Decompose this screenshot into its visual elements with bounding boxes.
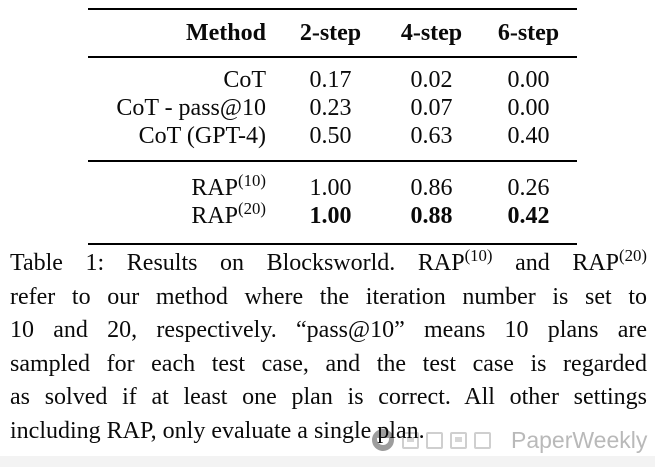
- caption-line: refer to our method where the iteration …: [10, 281, 647, 315]
- text-segment: including RAP, only evaluate a single pl…: [10, 417, 425, 444]
- value-cell: 1.00: [309, 175, 352, 201]
- caption-line: Table 1: Results on Blocksworld. RAP(10)…: [10, 247, 647, 281]
- table-row: CoT - pass@10 0.23 0.07 0.00: [88, 94, 577, 122]
- table-row: RAP(20) 1.00 0.88 0.42: [88, 198, 577, 230]
- watermark-glyph: [402, 431, 419, 449]
- results-table: Method 2-step 4-step 6-step CoT 0.17 0.0…: [88, 8, 577, 245]
- value-cell: 0.02: [410, 67, 453, 93]
- chat-logo-icon: [372, 429, 394, 451]
- table-row: RAP(10) 1.00 0.86 0.26: [88, 170, 577, 202]
- value-cell: 0.00: [507, 95, 550, 121]
- value-cell: 0.00: [507, 67, 550, 93]
- value-cell: 0.26: [507, 175, 550, 201]
- text-segment: and RAP: [492, 250, 620, 276]
- value-cell: 0.40: [507, 123, 550, 149]
- value-cell: 0.50: [309, 123, 352, 149]
- text-segment: sampled for each test case, and the test…: [10, 350, 647, 377]
- caption-line: including RAP, only evaluate a single pl…: [10, 415, 647, 449]
- screenshot-edge-strip: [0, 456, 655, 467]
- text-segment: 10 and 20, respectively. “pass@10” means…: [10, 317, 647, 343]
- value-cell: 0.63: [410, 123, 453, 149]
- table-mid-rule: [88, 56, 577, 58]
- value-cell: 0.88: [410, 203, 453, 229]
- table-row: CoT 0.17 0.02 0.00: [88, 66, 577, 94]
- text-segment: as solved if at least one plan is correc…: [10, 384, 647, 410]
- value-cell: 0.86: [410, 175, 453, 201]
- column-header-method: Method: [186, 19, 266, 46]
- method-cell: CoT: [88, 66, 278, 94]
- method-cell: CoT (GPT-4): [88, 122, 278, 150]
- value-cell: 1.00: [309, 203, 352, 229]
- table-group-baselines: CoT 0.17 0.02 0.00 CoT - pass@10 0.23 0.…: [88, 58, 577, 160]
- value-cell: 0.17: [309, 67, 352, 93]
- text-segment: RAP: [191, 203, 239, 229]
- text-segment: CoT - pass@10: [116, 95, 266, 121]
- table-group-rule: [88, 160, 577, 162]
- table-row: CoT (GPT-4) 0.50 0.63 0.40: [88, 122, 577, 150]
- watermark: PaperWeekly: [372, 427, 647, 453]
- value-cell: 0.42: [507, 203, 550, 229]
- text-segment: CoT (GPT-4): [138, 123, 266, 149]
- value-cell: 0.23: [309, 95, 352, 121]
- column-header-4step: 4-step: [400, 19, 463, 46]
- column-header-6step: 6-step: [497, 19, 560, 46]
- watermark-cjk-glyphs: [402, 431, 491, 449]
- watermark-brand: PaperWeekly: [511, 426, 648, 453]
- column-header-2step: 2-step: [299, 19, 362, 46]
- superscript-text: (20): [238, 198, 266, 218]
- watermark-glyph: [426, 431, 443, 449]
- method-cell: RAP(10): [88, 170, 278, 202]
- method-cell: CoT - pass@10: [88, 94, 278, 122]
- table-group-rap: RAP(10) 1.00 0.86 0.26 RAP(20) 1.00 0.88…: [88, 162, 577, 243]
- table-header-row: Method 2-step 4-step 6-step: [88, 10, 577, 56]
- superscript-text: (20): [619, 245, 648, 265]
- superscript-text: (10): [464, 245, 493, 265]
- watermark-glyph: [450, 431, 467, 449]
- table-top-rule: [88, 8, 577, 10]
- table-bottom-rule: [88, 243, 577, 245]
- table-caption: Table 1: Results on Blocksworld. RAP(10)…: [10, 247, 647, 448]
- caption-line: as solved if at least one plan is correc…: [10, 381, 647, 415]
- superscript-text: (10): [238, 170, 266, 190]
- text-segment: Table 1: Results on Blocksworld. RAP: [10, 250, 465, 276]
- text-segment: refer to our method where the iteration …: [10, 283, 647, 310]
- value-cell: 0.07: [410, 95, 453, 121]
- caption-line: 10 and 20, respectively. “pass@10” means…: [10, 314, 647, 348]
- text-segment: CoT: [223, 67, 266, 93]
- watermark-glyph: [474, 431, 491, 449]
- caption-line: sampled for each test case, and the test…: [10, 348, 647, 382]
- method-cell: RAP(20): [88, 198, 278, 230]
- text-segment: RAP: [191, 175, 239, 201]
